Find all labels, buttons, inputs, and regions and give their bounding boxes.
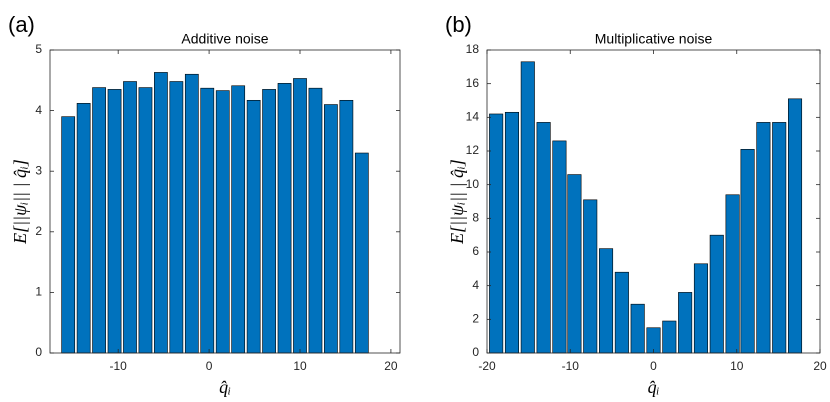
x-tick-label: 20 — [813, 359, 827, 373]
bar — [772, 122, 787, 354]
bar — [138, 87, 153, 354]
y-tick-label: 5 — [35, 42, 42, 56]
x-tick-label: 20 — [384, 359, 398, 373]
bar — [788, 98, 803, 354]
bar — [123, 81, 137, 354]
x-tick-label: 10 — [293, 359, 307, 373]
bar — [354, 152, 369, 354]
bar — [246, 99, 261, 354]
bar — [599, 248, 614, 354]
y-axis-label: E[||ψᵢ|| | q̂ᵢ] — [447, 159, 467, 245]
bar — [725, 194, 740, 354]
chart-title: Multiplicative noise — [595, 31, 713, 47]
y-tick-label: 0 — [472, 345, 479, 359]
y-tick-label: 16 — [466, 76, 480, 90]
bar — [583, 199, 598, 354]
bar — [678, 292, 693, 354]
x-tick-label: -20 — [478, 359, 496, 373]
bar — [614, 271, 629, 354]
bar — [154, 72, 168, 354]
chart-title: Additive noise — [181, 31, 268, 47]
y-tick-label: 0 — [35, 345, 42, 359]
y-tick-label: 2 — [472, 312, 479, 326]
bar — [169, 81, 184, 354]
bar — [339, 99, 354, 354]
bar — [61, 116, 76, 354]
bar — [262, 89, 276, 354]
x-tick-label: -10 — [562, 359, 580, 373]
bar — [489, 113, 504, 354]
y-tick-label: 4 — [472, 278, 479, 292]
bar — [567, 174, 582, 354]
x-tick-label: 10 — [730, 359, 744, 373]
bar — [520, 61, 535, 354]
bar — [277, 83, 292, 354]
x-tick-label: 0 — [650, 359, 657, 373]
bar — [536, 122, 551, 354]
y-tick-label: 10 — [466, 177, 480, 191]
x-tick-label: -10 — [110, 359, 128, 373]
bar — [92, 87, 106, 354]
bar — [293, 78, 307, 354]
bar — [693, 263, 708, 354]
bar — [552, 140, 567, 354]
y-tick-label: 6 — [472, 244, 479, 258]
bar — [107, 89, 122, 354]
x-tick-label: 0 — [206, 359, 213, 373]
bar — [215, 90, 230, 354]
x-axis-label: q̂ᵢ — [648, 377, 660, 397]
y-tick-label: 3 — [35, 163, 42, 177]
bar — [184, 73, 199, 354]
bar — [709, 234, 724, 354]
y-tick-label: 18 — [466, 42, 480, 56]
y-tick-label: 8 — [472, 211, 479, 225]
y-axis-label: E[||ψᵢ|| | q̂ᵢ] — [10, 159, 30, 245]
bar — [630, 303, 645, 354]
y-tick-label: 4 — [35, 103, 42, 117]
bar — [756, 122, 771, 354]
panel-label: (b) — [445, 12, 472, 37]
bar — [662, 320, 677, 354]
bar — [231, 85, 246, 354]
y-tick-label: 2 — [35, 224, 42, 238]
y-tick-label: 1 — [35, 285, 42, 299]
y-tick-label: 12 — [466, 143, 480, 157]
bar — [76, 103, 91, 354]
y-tick-label: 14 — [466, 110, 480, 124]
x-axis-label: q̂ᵢ — [219, 377, 231, 397]
axes-box — [49, 49, 401, 354]
panel-label: (a) — [8, 12, 35, 37]
bar — [504, 111, 519, 354]
bar — [324, 104, 338, 354]
bar — [740, 149, 755, 354]
bar — [200, 87, 215, 354]
bar — [308, 87, 323, 354]
